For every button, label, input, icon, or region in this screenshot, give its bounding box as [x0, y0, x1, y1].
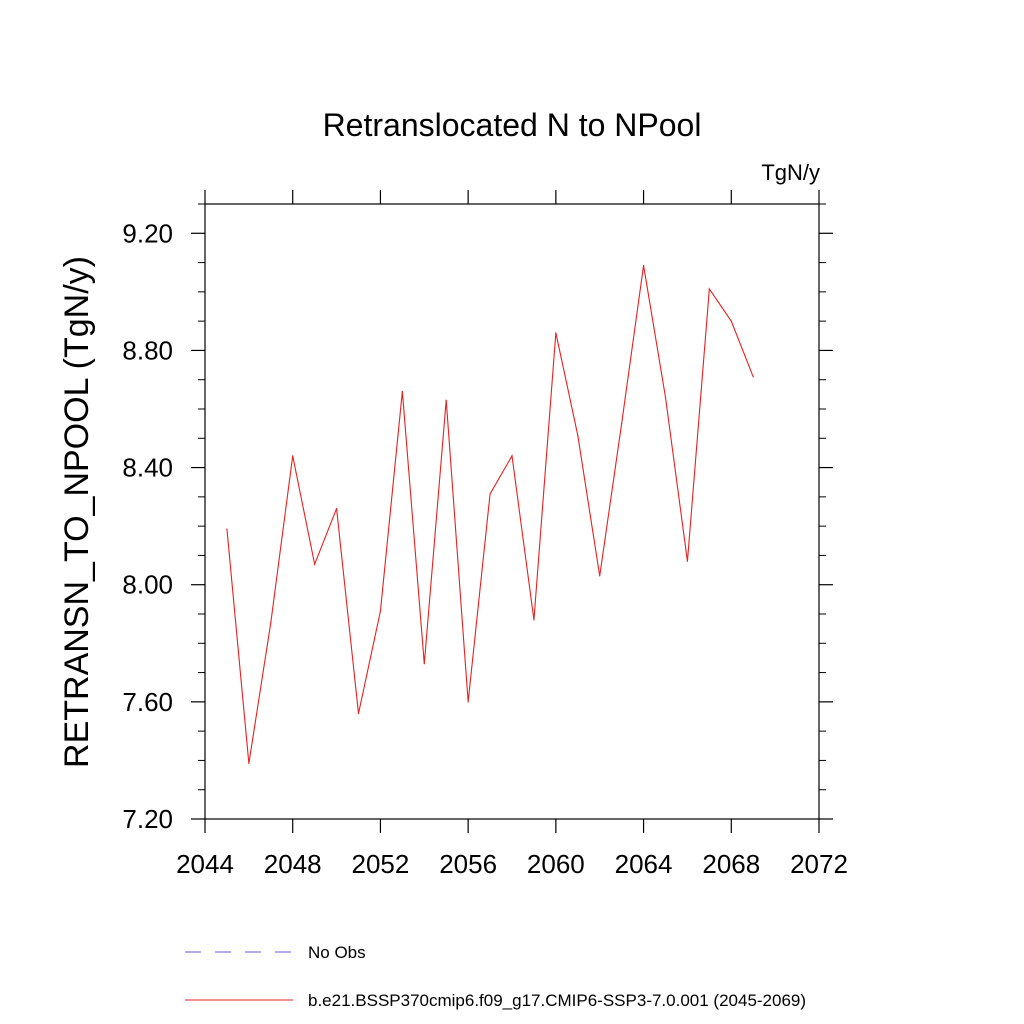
x-tick-label: 2052 [352, 849, 410, 879]
data-point [423, 663, 425, 665]
y-tick-label: 8.00 [122, 570, 173, 600]
data-point [467, 701, 469, 703]
chart-title: Retranslocated N to NPool [323, 107, 702, 143]
data-point [226, 528, 228, 530]
series-layer [226, 264, 754, 764]
data-point [270, 622, 272, 624]
data-point [664, 396, 667, 398]
data-point [357, 712, 360, 715]
y-tick-label: 9.20 [122, 218, 173, 248]
axis-tick-labels: 2044 2048 2052 2056 2060 2064 2068 2072 7.20 7.60… [122, 218, 848, 879]
x-tick-label: 2056 [439, 849, 497, 879]
data-point [730, 320, 732, 322]
legend: No Obs b.e21.BSSP370cmip6.f09_g17.CMIP6-S… [185, 943, 806, 1010]
data-point [292, 455, 294, 457]
data-point [533, 619, 535, 621]
axis-ticks [191, 190, 833, 833]
units-label: TgN/y [761, 160, 820, 185]
data-point [511, 455, 513, 457]
plot-frame [204, 203, 820, 820]
legend-label: b.e21.BSSP370cmip6.f09_g17.CMIP6-SSP3-7.… [308, 991, 806, 1010]
data-point [379, 610, 382, 612]
data-point [314, 563, 316, 565]
series-line [226, 265, 754, 764]
x-tick-label: 2044 [176, 849, 234, 879]
x-tick-label: 2060 [527, 849, 585, 879]
data-point [642, 264, 645, 267]
y-tick-label: 7.60 [122, 687, 173, 717]
data-point [335, 507, 338, 510]
y-tick-label: 8.80 [122, 335, 173, 365]
x-tick-label: 2068 [702, 849, 760, 879]
legend-label: No Obs [308, 943, 366, 962]
data-point [599, 575, 601, 577]
data-point [489, 493, 491, 495]
x-tick-label: 2072 [790, 849, 848, 879]
data-point [752, 376, 754, 378]
data-point [708, 288, 710, 290]
y-tick-label: 8.40 [122, 453, 173, 483]
data-point [621, 423, 623, 425]
data-point [401, 390, 403, 393]
y-tick-label: 7.20 [122, 804, 173, 834]
data-point [686, 560, 689, 562]
y-axis-label: RETRANSN_TO_NPOOL (TgN/y) [58, 256, 96, 768]
data-point [577, 434, 579, 436]
x-tick-label: 2048 [264, 849, 322, 879]
x-tick-label: 2064 [615, 849, 673, 879]
data-point [445, 399, 447, 401]
data-point [555, 332, 557, 334]
data-point [248, 762, 250, 764]
